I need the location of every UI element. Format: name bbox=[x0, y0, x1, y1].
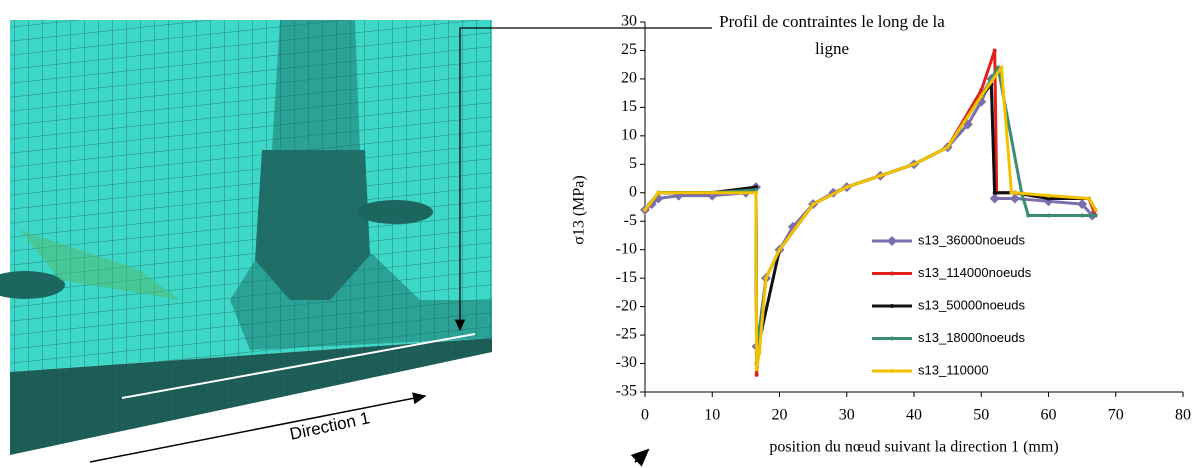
x-tick-label: 50 bbox=[973, 407, 989, 424]
marker bbox=[1009, 190, 1014, 195]
y-tick-label: -30 bbox=[616, 354, 637, 371]
y-tick-label: 30 bbox=[621, 13, 637, 30]
y-tick-label: -20 bbox=[616, 297, 637, 314]
marker bbox=[979, 88, 984, 93]
x-tick-label: 40 bbox=[906, 407, 922, 424]
x-tick-label: 30 bbox=[839, 407, 855, 424]
marker bbox=[890, 271, 894, 276]
marker bbox=[999, 65, 1004, 70]
y-tick-label: -5 bbox=[624, 212, 637, 229]
marker bbox=[1080, 213, 1085, 218]
x-tick-label: 60 bbox=[1041, 407, 1057, 424]
y-axis-label: σ13 (MPa) bbox=[571, 175, 588, 245]
marker bbox=[945, 145, 950, 150]
y-tick-label: 10 bbox=[621, 127, 637, 144]
marker bbox=[754, 372, 759, 377]
y-tick-label: 5 bbox=[629, 155, 637, 172]
chart-title: Profil de contraintes le long de la lign… bbox=[712, 8, 952, 62]
marker bbox=[753, 187, 758, 192]
y-tick-label: -25 bbox=[616, 326, 637, 343]
direction-label: Direction 1 bbox=[288, 408, 371, 443]
marker bbox=[1012, 190, 1017, 195]
marker bbox=[753, 185, 758, 190]
marker bbox=[989, 193, 1000, 204]
legend-label: s13_50000noeuds bbox=[918, 297, 1025, 312]
y-tick-label: 15 bbox=[621, 98, 637, 115]
marker bbox=[754, 367, 759, 372]
marker bbox=[710, 190, 715, 195]
x-tick-label: 80 bbox=[1175, 407, 1191, 424]
marker bbox=[890, 336, 894, 341]
legend-label: s13_36000noeuds bbox=[918, 232, 1025, 247]
marker bbox=[992, 190, 997, 195]
marker bbox=[811, 202, 816, 207]
y-tick-label: 25 bbox=[621, 41, 637, 58]
y-tick-label: 0 bbox=[629, 183, 637, 200]
marker bbox=[643, 207, 647, 212]
y-tick-label: -35 bbox=[616, 383, 637, 400]
marker bbox=[1046, 196, 1051, 201]
marker bbox=[1046, 193, 1051, 198]
marker bbox=[753, 190, 758, 195]
mesh-image: Direction 1 bbox=[0, 20, 730, 467]
marker bbox=[1086, 196, 1091, 201]
marker bbox=[764, 276, 769, 281]
marker bbox=[1026, 213, 1031, 218]
series-line bbox=[643, 66, 1096, 354]
x-tick-label: 20 bbox=[772, 407, 788, 424]
marker bbox=[777, 247, 782, 252]
marker bbox=[890, 304, 894, 308]
series-line bbox=[643, 66, 1097, 371]
series-line bbox=[644, 77, 1094, 348]
marker bbox=[887, 236, 897, 246]
x-tick-label: 10 bbox=[704, 407, 720, 424]
marker bbox=[1077, 199, 1088, 210]
x-tick-label: 0 bbox=[641, 407, 649, 424]
marker bbox=[890, 369, 894, 373]
marker bbox=[1093, 213, 1098, 218]
marker bbox=[979, 94, 984, 98]
legend-label: s13_114000noeuds bbox=[918, 265, 1032, 280]
marker bbox=[1046, 213, 1051, 218]
marker bbox=[844, 185, 849, 190]
y-tick-label: 20 bbox=[621, 70, 637, 87]
series-line bbox=[643, 83, 1097, 366]
y-tick-label: -10 bbox=[616, 240, 637, 257]
y-tick-label: -15 bbox=[616, 269, 637, 286]
marker bbox=[1093, 207, 1098, 212]
x-tick-label: 70 bbox=[1108, 407, 1124, 424]
marker bbox=[878, 173, 883, 178]
marker bbox=[992, 48, 997, 53]
marker bbox=[1009, 193, 1020, 204]
legend-label: s13_110000 bbox=[918, 362, 989, 377]
marker bbox=[656, 190, 661, 195]
marker bbox=[757, 350, 762, 355]
legend-label: s13_18000noeuds bbox=[918, 330, 1025, 345]
x-axis-label: position du nœud suivant la direction 1 … bbox=[769, 439, 1058, 456]
marker bbox=[912, 162, 916, 167]
